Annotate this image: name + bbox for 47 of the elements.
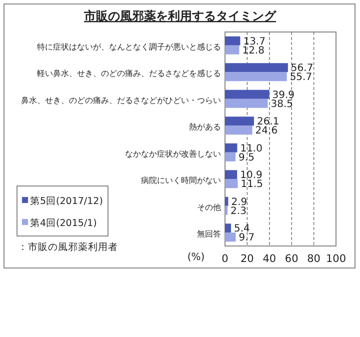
y-tick-label: その他 <box>197 202 221 212</box>
text: 13.7 <box>243 36 266 48</box>
legend-label: 第5回(2017/12) <box>30 195 103 207</box>
bar <box>225 152 236 162</box>
chart-title: 市販の風邪薬を利用するタイミング <box>83 9 277 23</box>
text: 9.7 <box>238 232 255 244</box>
x-tick-label: 60 <box>284 253 298 265</box>
x-tick-label: 80 <box>307 253 320 265</box>
text: 12.8 <box>242 45 264 56</box>
legend-label: 第4回(2015/1) <box>30 217 97 229</box>
x-tick-label: 20 <box>240 253 254 265</box>
text: 11.5 <box>240 179 264 190</box>
text: 39.9 <box>272 90 295 101</box>
text: 55.7 <box>290 72 312 84</box>
bar <box>225 224 231 233</box>
y-tick-label: 特に症状はないが、なんとなく調子が悪いと感じる <box>37 41 221 52</box>
bar <box>225 143 238 152</box>
bar <box>225 45 240 54</box>
bar <box>225 196 228 206</box>
bar <box>225 90 270 99</box>
text: 24.6 <box>255 126 278 137</box>
y-tick-label: 熱がある <box>189 122 221 132</box>
bar <box>225 232 236 242</box>
x-tick-label: 0 <box>222 253 228 265</box>
x-tick-label: 100 <box>326 253 346 265</box>
text: 9.5 <box>238 152 254 164</box>
y-tick-label: 鼻水、せき、のどの痛み、だるさなどがひどい・つらい <box>21 94 221 105</box>
bar <box>225 116 254 126</box>
text: 2.9 <box>231 196 248 208</box>
y-tick-label: 病院にいく時間がない <box>141 175 221 186</box>
y-tick-label: 軽い鼻水、せき、のどの痛み、だるさなどを感じる <box>37 68 221 78</box>
x-tick-label: 40 <box>262 253 276 265</box>
bar <box>225 206 228 215</box>
y-tick-label: なかなか症状が改善しない <box>125 148 221 158</box>
bar <box>225 179 238 188</box>
bar <box>225 36 240 46</box>
text: 38.5 <box>270 98 293 110</box>
text: 11.0 <box>240 143 262 154</box>
x-axis-title: (%) <box>187 252 205 263</box>
text: ：市販の風邪薬利用者 <box>18 241 118 253</box>
bar <box>225 170 238 180</box>
bar <box>225 72 287 82</box>
bar <box>225 126 252 135</box>
bar <box>225 98 268 108</box>
y-tick-label: 無回答 <box>197 228 221 239</box>
text: 2.3 <box>230 206 246 217</box>
bar <box>225 63 288 72</box>
